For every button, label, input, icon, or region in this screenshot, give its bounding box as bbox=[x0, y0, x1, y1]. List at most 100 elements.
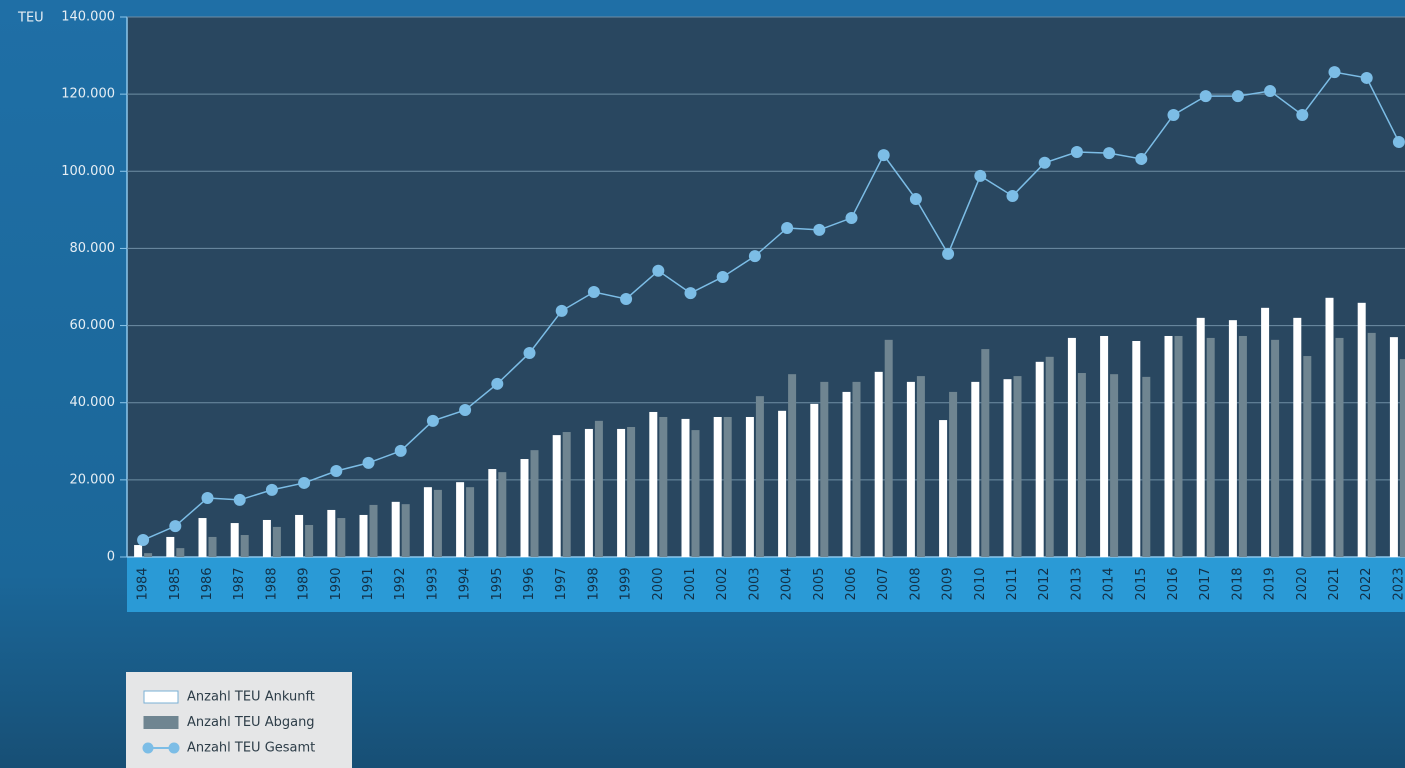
bar bbox=[1003, 379, 1012, 557]
x-tick-label: 1998 bbox=[586, 567, 601, 600]
x-tick-label: 2003 bbox=[747, 567, 762, 600]
line-point bbox=[555, 304, 568, 317]
bar bbox=[788, 374, 797, 557]
x-tick-label: 1994 bbox=[458, 567, 473, 600]
x-tick-label: 2014 bbox=[1102, 567, 1117, 600]
bar bbox=[456, 482, 465, 557]
bar bbox=[262, 519, 271, 557]
line-point bbox=[1038, 156, 1051, 169]
line-point bbox=[233, 493, 246, 506]
bar bbox=[1238, 335, 1247, 557]
bar bbox=[240, 535, 249, 557]
x-tick-label: 2012 bbox=[1037, 567, 1052, 600]
bar bbox=[1293, 317, 1302, 557]
x-tick-label: 2023 bbox=[1391, 567, 1405, 600]
bar bbox=[778, 410, 787, 557]
line-point bbox=[1070, 146, 1083, 158]
bar bbox=[230, 523, 239, 557]
bar bbox=[755, 396, 764, 557]
line-point bbox=[1264, 85, 1277, 98]
line-point bbox=[330, 464, 343, 477]
bar bbox=[649, 411, 658, 557]
x-tick-label: 2000 bbox=[651, 567, 666, 600]
bar bbox=[971, 381, 980, 557]
x-tick-label: 1999 bbox=[619, 567, 634, 600]
bar bbox=[433, 489, 442, 557]
line-point bbox=[716, 270, 729, 283]
line-point bbox=[1296, 108, 1309, 121]
line-point bbox=[426, 414, 439, 427]
y-tick-label: 120.000 bbox=[61, 87, 115, 102]
legend-swatch bbox=[143, 716, 179, 729]
bar bbox=[1335, 337, 1344, 557]
bar bbox=[949, 391, 958, 557]
bar bbox=[1067, 337, 1076, 557]
bar bbox=[327, 509, 336, 557]
line-point bbox=[1199, 90, 1212, 103]
bar bbox=[1013, 376, 1022, 557]
line-point bbox=[298, 476, 311, 489]
line-point bbox=[394, 444, 407, 457]
x-tick-label: 1995 bbox=[490, 567, 505, 600]
bar bbox=[1100, 335, 1109, 557]
x-tick-label: 1993 bbox=[425, 567, 440, 600]
bar bbox=[530, 450, 539, 557]
x-tick-label: 2015 bbox=[1134, 567, 1149, 600]
bar bbox=[916, 376, 925, 557]
bar bbox=[1174, 335, 1183, 557]
line-point bbox=[1392, 135, 1405, 148]
y-tick-label: 80.000 bbox=[70, 241, 116, 256]
x-tick-label: 2006 bbox=[844, 567, 859, 600]
x-tick-label: 2009 bbox=[941, 567, 956, 600]
x-tick-label: 1988 bbox=[264, 567, 279, 600]
line-point bbox=[1103, 147, 1116, 160]
bar bbox=[144, 553, 153, 557]
bar bbox=[337, 518, 346, 557]
bar bbox=[906, 381, 915, 557]
bar bbox=[1110, 374, 1119, 557]
legend: Anzahl TEU Ankunft Anzahl TEU Abgang Anzah… bbox=[126, 672, 352, 768]
line-point bbox=[684, 287, 697, 300]
bar bbox=[659, 416, 668, 557]
legend-swatch bbox=[142, 742, 154, 754]
bar bbox=[1077, 373, 1086, 557]
bar bbox=[691, 430, 700, 557]
line-point bbox=[942, 247, 955, 260]
y-tick-label: 100.000 bbox=[61, 164, 115, 179]
bar bbox=[1206, 337, 1215, 557]
bar bbox=[1325, 297, 1334, 557]
bar bbox=[369, 504, 378, 557]
legend-swatch bbox=[143, 690, 179, 704]
x-tick-label: 2018 bbox=[1230, 567, 1245, 600]
bar bbox=[1303, 356, 1312, 557]
line-point bbox=[748, 250, 761, 263]
x-tick-label: 2017 bbox=[1198, 567, 1213, 600]
x-tick-label: 2011 bbox=[1005, 567, 1020, 600]
line-point bbox=[201, 491, 214, 504]
y-tick-label: 20.000 bbox=[70, 472, 116, 487]
bar bbox=[391, 501, 400, 557]
bar bbox=[208, 536, 217, 557]
x-tick-label: 2002 bbox=[715, 567, 730, 600]
bar bbox=[617, 428, 626, 557]
line-point bbox=[620, 292, 633, 305]
line-point bbox=[813, 223, 826, 236]
bar bbox=[198, 518, 207, 557]
bar bbox=[884, 339, 893, 557]
y-tick-label: 40.000 bbox=[70, 395, 116, 410]
line-point bbox=[1135, 152, 1148, 165]
x-tick-label: 1986 bbox=[200, 567, 215, 600]
bar bbox=[681, 418, 690, 557]
x-tick-label: 2022 bbox=[1359, 567, 1374, 600]
bar bbox=[1132, 341, 1141, 557]
bar bbox=[520, 459, 529, 557]
bar bbox=[466, 487, 475, 557]
bar bbox=[713, 416, 722, 557]
line-point bbox=[1006, 189, 1019, 202]
bar bbox=[166, 536, 175, 557]
line-point bbox=[362, 456, 375, 469]
legend-label: Anzahl TEU Gesamt bbox=[187, 741, 315, 756]
bar bbox=[810, 403, 819, 557]
line-point bbox=[781, 221, 794, 234]
